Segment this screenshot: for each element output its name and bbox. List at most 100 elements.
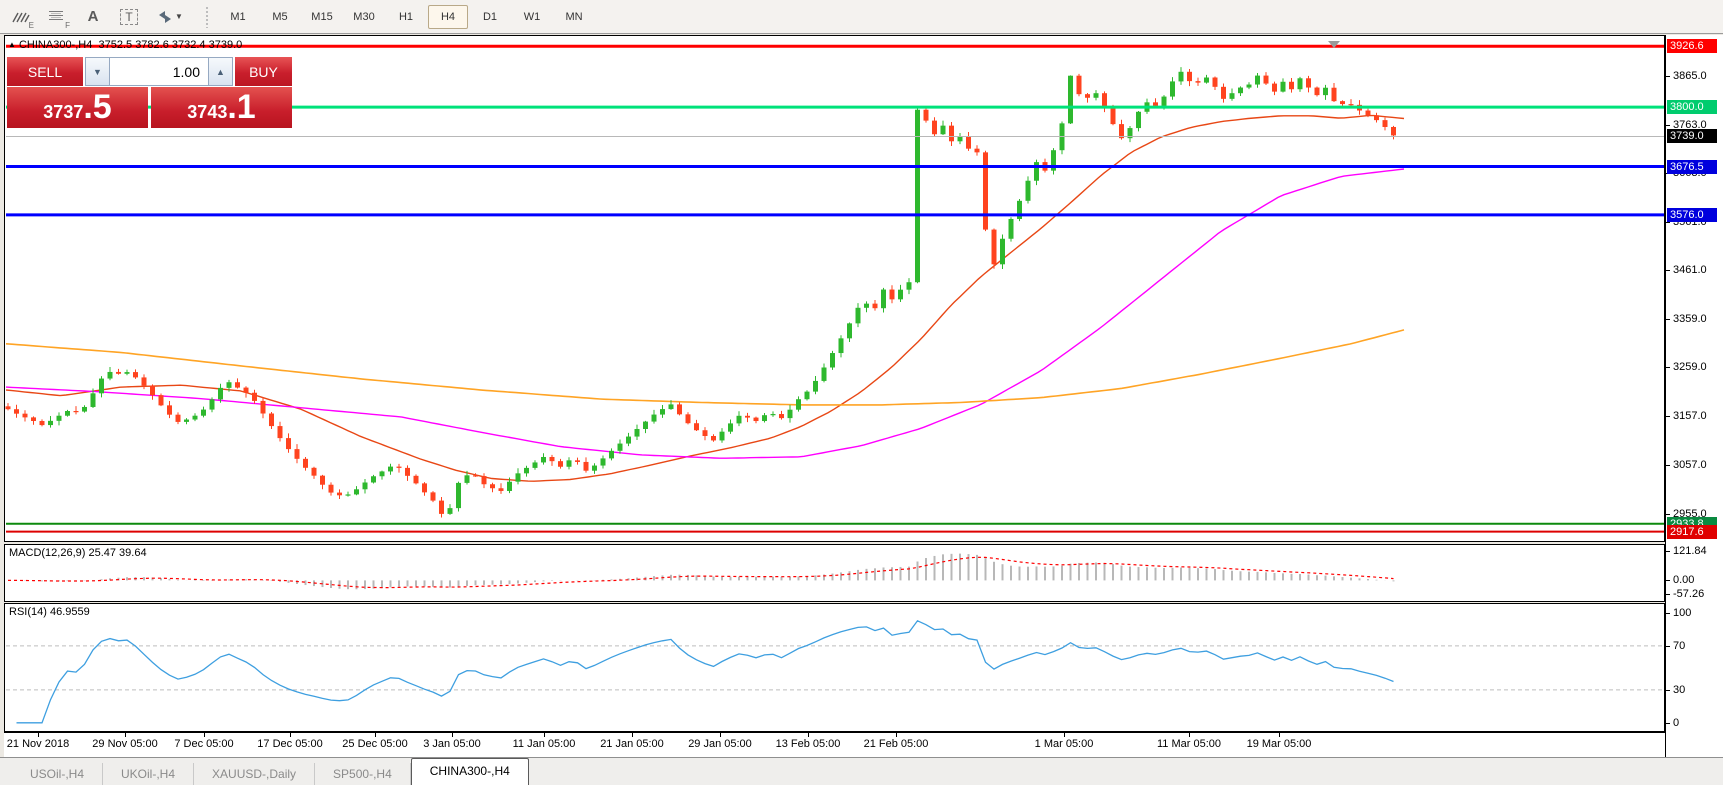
candle	[1289, 78, 1294, 93]
rsi-indicator-panel[interactable]: RSI(14) 46.9559	[4, 603, 1665, 732]
candle	[1263, 72, 1269, 86]
time-tick	[544, 733, 545, 737]
candle	[932, 117, 937, 137]
price-tick-label: 3359.0	[1673, 313, 1707, 326]
candle	[1365, 108, 1371, 118]
time-axis[interactable]: 21 Nov 2018 29 Nov 05:00 7 Dec 05:00 17 Dec…	[4, 732, 1665, 757]
time-tick	[1064, 733, 1065, 737]
candle	[337, 489, 342, 499]
candle	[269, 411, 274, 429]
candle	[532, 460, 538, 470]
timeframe-button-w1[interactable]: W1	[523, 10, 541, 23]
candle	[65, 409, 70, 417]
timeframe-button-m30[interactable]: M30	[353, 10, 375, 23]
timeframe-button-d1[interactable]: D1	[482, 10, 498, 23]
candle	[303, 457, 308, 471]
time-tick	[808, 733, 809, 737]
timeframe-button-h1[interactable]: H1	[398, 10, 414, 23]
rsi-tick-dash	[1666, 612, 1670, 614]
candle	[575, 457, 580, 465]
candle	[821, 363, 827, 383]
macd-indicator-panel[interactable]: MACD(12,26,9) 25.47 39.64	[4, 544, 1665, 602]
candle	[668, 400, 674, 410]
candle	[643, 420, 648, 434]
top-toolbar: E F A T ▼ M1 M5 M15 M30 H1 H4 D1 W1 MN	[0, 0, 1723, 34]
price-tick-label: 2955.0	[1673, 507, 1707, 520]
symbol-info-line: ▲ CHINA300-,H4 3752.5 3782.6 3732.4 3739…	[8, 39, 242, 51]
rsi-line	[16, 619, 1394, 724]
chart-tab-sp500-h4[interactable]: SP500-,H4	[315, 763, 411, 785]
time-label: 19 Mar 05:00	[1246, 738, 1312, 750]
price-tick-dash	[1666, 270, 1670, 272]
candle	[447, 504, 453, 515]
grid-pattern-icon[interactable]: F	[42, 4, 72, 30]
chart-tab-ukoil-h4[interactable]: UKOil-,H4	[103, 763, 195, 785]
candle	[39, 419, 45, 427]
macd-tick-dash	[1666, 580, 1670, 582]
time-tick	[896, 733, 897, 737]
timeframe-button-group: M1 M5 M15 M30 H1 H4 D1 W1 MN	[217, 4, 595, 29]
candle	[184, 418, 189, 425]
timeframe-button-m15[interactable]: M15	[311, 10, 333, 23]
candle	[898, 284, 903, 303]
candle	[1059, 121, 1065, 155]
chart-tab-china300-h4[interactable]: CHINA300-,H4	[410, 758, 529, 785]
candle	[1272, 81, 1277, 96]
text-box-icon[interactable]: T	[114, 4, 144, 30]
candle	[209, 397, 215, 413]
cursor-arrows-icon[interactable]: ▼	[150, 4, 190, 30]
chart-marker-icon: ▲	[8, 40, 16, 49]
candle	[1068, 75, 1073, 124]
candle	[362, 479, 368, 494]
candle	[1391, 125, 1396, 140]
ma-fast-line	[5, 114, 1405, 482]
timeframe-button-m1[interactable]: M1	[230, 10, 246, 23]
candle	[1323, 84, 1328, 100]
ma-slow-line	[5, 329, 1405, 406]
rsi-tick-dash	[1666, 645, 1670, 647]
candle	[371, 474, 376, 484]
chart-tab-bar: USOil-,H4 UKOil-,H4 XAUUSD-,Daily SP500-,H4…	[0, 757, 1723, 785]
price-scale[interactable]: 3865.03763.03663.03561.03461.03359.03259…	[1665, 35, 1723, 757]
chart-tab-xauusd-daily[interactable]: XAUUSD-,Daily	[194, 763, 316, 785]
volume-decrease-button[interactable]: ▼	[85, 57, 110, 86]
time-label: 21 Nov 2018	[6, 738, 70, 750]
candle	[1008, 217, 1014, 242]
candle	[762, 413, 767, 423]
candle	[1374, 112, 1379, 123]
time-label: 11 Mar 05:00	[1156, 738, 1222, 750]
candle	[1025, 176, 1031, 204]
sell-price-display[interactable]: 3737.5	[7, 87, 148, 128]
indicators-hatch-icon[interactable]: E	[6, 4, 36, 30]
price-tick-dash	[1666, 124, 1670, 126]
candle	[133, 369, 138, 379]
macd-chart-canvas	[8, 553, 1395, 590]
price-tick-label: 3259.0	[1673, 361, 1707, 374]
candle	[940, 120, 946, 136]
buy-price-display[interactable]: 3743.1	[151, 87, 292, 128]
time-tick	[632, 733, 633, 737]
candle	[1255, 73, 1260, 88]
chart-tab-usoil-h4[interactable]: USOil-,H4	[12, 763, 104, 785]
candle	[957, 132, 963, 145]
candle	[524, 465, 529, 477]
price-tick-dash	[1666, 513, 1670, 515]
timeframe-button-h4[interactable]: H4	[428, 4, 468, 29]
candle	[1195, 77, 1201, 86]
time-tick	[720, 733, 721, 737]
candle	[864, 301, 869, 313]
time-label: 21 Feb 05:00	[863, 738, 929, 750]
candle	[464, 470, 470, 485]
volume-increase-button[interactable]: ▲	[208, 57, 233, 86]
candle	[974, 145, 980, 156]
candle	[872, 299, 878, 311]
text-label-icon[interactable]: A	[87, 8, 99, 25]
timeframe-button-m5[interactable]: M5	[272, 10, 288, 23]
candle	[583, 457, 589, 473]
candle	[779, 410, 784, 420]
buy-button[interactable]: BUY	[235, 57, 292, 86]
candle	[991, 228, 997, 269]
sell-button[interactable]: SELL	[7, 57, 83, 86]
timeframe-button-mn[interactable]: MN	[565, 10, 583, 23]
volume-input[interactable]	[110, 57, 208, 86]
